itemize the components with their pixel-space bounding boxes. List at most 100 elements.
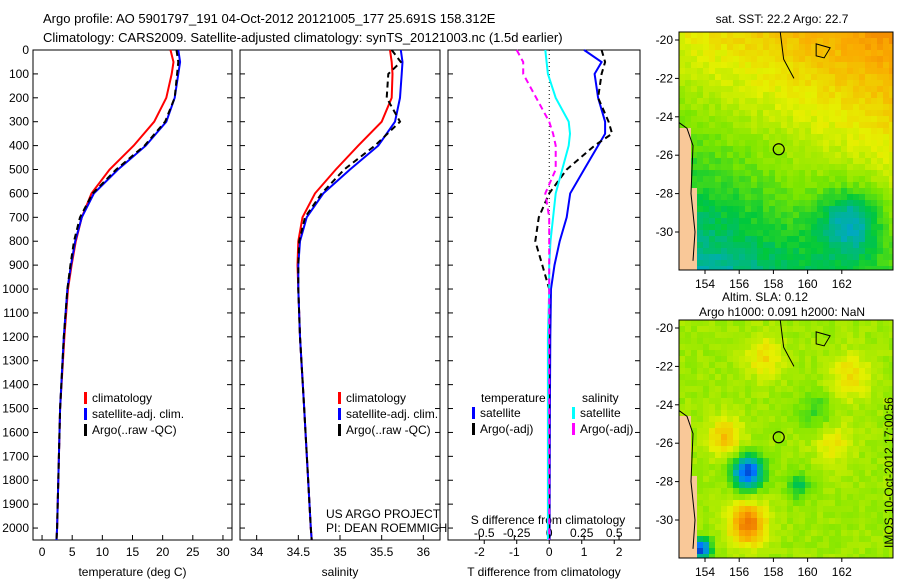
map-cell: [685, 50, 691, 56]
map-cell: [769, 116, 775, 122]
map-cell: [709, 482, 715, 488]
map-cell: [739, 536, 745, 542]
map-cell: [751, 182, 757, 188]
map-cell: [727, 482, 733, 488]
map-cell: [841, 170, 847, 176]
map-cell: [817, 116, 823, 122]
map-cell: [865, 458, 871, 464]
map-cell: [817, 50, 823, 56]
map-cell: [715, 98, 721, 104]
map-cell: [823, 530, 829, 536]
map-cell: [769, 350, 775, 356]
map-cell: [805, 440, 811, 446]
map-cell: [859, 398, 865, 404]
map-cell: [883, 224, 889, 230]
map-cell: [763, 128, 769, 134]
map-cell: [871, 488, 877, 494]
map-cell: [793, 38, 799, 44]
map-cell: [691, 56, 697, 62]
map-cell: [817, 494, 823, 500]
map-cell: [829, 230, 835, 236]
y-tick-label: 1400: [2, 378, 29, 392]
map-cell: [727, 356, 733, 362]
map-cell: [727, 326, 733, 332]
map-cell: [757, 170, 763, 176]
map-cell: [709, 344, 715, 350]
map-cell: [757, 128, 763, 134]
map-cell: [811, 236, 817, 242]
map-cell: [799, 62, 805, 68]
map-cell: [805, 194, 811, 200]
map-cell: [697, 128, 703, 134]
map-cell: [769, 242, 775, 248]
map-cell: [877, 356, 883, 362]
map-cell: [763, 476, 769, 482]
map-cell: [757, 428, 763, 434]
map-cell: [781, 512, 787, 518]
map-cell: [715, 386, 721, 392]
map-cell: [817, 410, 823, 416]
map-cell: [871, 230, 877, 236]
map-cell: [871, 50, 877, 56]
map-cell: [751, 80, 757, 86]
map-cell: [679, 44, 685, 50]
map-cell: [871, 404, 877, 410]
map-cell: [841, 176, 847, 182]
map-cell: [835, 554, 841, 558]
map-cell: [733, 500, 739, 506]
map-cell: [691, 260, 697, 266]
map-cell: [715, 452, 721, 458]
map-cell: [877, 248, 883, 254]
map-cell: [763, 200, 769, 206]
map-cell: [841, 104, 847, 110]
map-cell: [745, 146, 751, 152]
map-cell: [823, 230, 829, 236]
map-cell: [883, 128, 889, 134]
map-cell: [823, 368, 829, 374]
map-cell: [841, 146, 847, 152]
map-cell: [709, 476, 715, 482]
map-cell: [781, 116, 787, 122]
map-cell: [739, 416, 745, 422]
map-cell: [865, 512, 871, 518]
map-cell: [883, 476, 889, 482]
map-cell: [709, 68, 715, 74]
map-cell: [757, 182, 763, 188]
map-cell: [697, 434, 703, 440]
map-cell: [769, 200, 775, 206]
map-cell: [727, 218, 733, 224]
map-cell: [691, 452, 697, 458]
map-cell: [799, 188, 805, 194]
map-cell: [757, 380, 763, 386]
map-cell: [883, 134, 889, 140]
map-cell: [799, 338, 805, 344]
map-cell: [763, 386, 769, 392]
map-cell: [751, 266, 757, 270]
map-cell: [721, 260, 727, 266]
map-cell: [889, 542, 893, 548]
map-cell: [841, 494, 847, 500]
map-cell: [823, 104, 829, 110]
map-cell: [769, 386, 775, 392]
map-cell: [841, 488, 847, 494]
map-cell: [865, 194, 871, 200]
map-cell: [763, 440, 769, 446]
map-cell: [847, 446, 853, 452]
map-cell: [727, 554, 733, 558]
map-cell: [865, 230, 871, 236]
map-cell: [781, 62, 787, 68]
map-cell: [805, 356, 811, 362]
map-cell: [763, 152, 769, 158]
map-cell: [883, 44, 889, 50]
map-cell: [811, 116, 817, 122]
map-cell: [715, 392, 721, 398]
map-cell: [721, 116, 727, 122]
map-cell: [733, 536, 739, 542]
map-cell: [721, 218, 727, 224]
map-cell: [841, 164, 847, 170]
map-cell: [811, 362, 817, 368]
map-cell: [805, 464, 811, 470]
map-cell: [859, 518, 865, 524]
map-cell: [769, 518, 775, 524]
map-cell: [691, 110, 697, 116]
